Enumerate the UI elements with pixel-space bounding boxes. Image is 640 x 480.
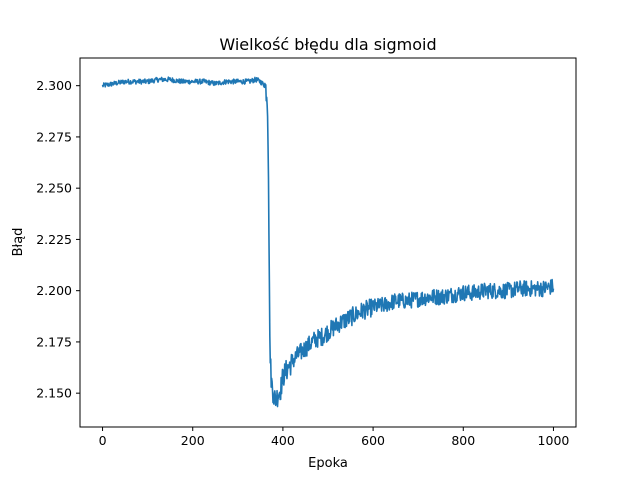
y-tick-label: 2.175	[36, 334, 72, 349]
y-tick-label: 2.225	[36, 232, 72, 247]
series-line	[101, 76, 555, 408]
x-axis: 0 200 400 600 800 1000	[99, 427, 570, 448]
x-axis-label: Epoka	[308, 456, 348, 471]
axes-frame	[79, 57, 577, 428]
x-tick-label: 0	[99, 433, 107, 448]
y-tick-label: 2.150	[36, 386, 72, 401]
x-tick-label: 200	[181, 433, 205, 448]
y-tick-label: 2.250	[36, 181, 72, 196]
x-tick-label: 1000	[538, 433, 570, 448]
y-axis-label: Błąd	[11, 228, 26, 257]
y-tick-label: 2.300	[36, 78, 72, 93]
plot-area	[101, 76, 555, 408]
y-tick-label: 2.200	[36, 283, 72, 298]
y-axis: 2.150 2.175 2.200 2.225 2.250 2.275 2.300	[36, 78, 80, 401]
x-tick-label: 800	[451, 433, 475, 448]
x-tick-label: 600	[361, 433, 385, 448]
chart-title: Wielkość błędu dla sigmoid	[219, 35, 436, 54]
x-tick-label: 400	[271, 433, 295, 448]
y-tick-label: 2.275	[36, 129, 72, 144]
